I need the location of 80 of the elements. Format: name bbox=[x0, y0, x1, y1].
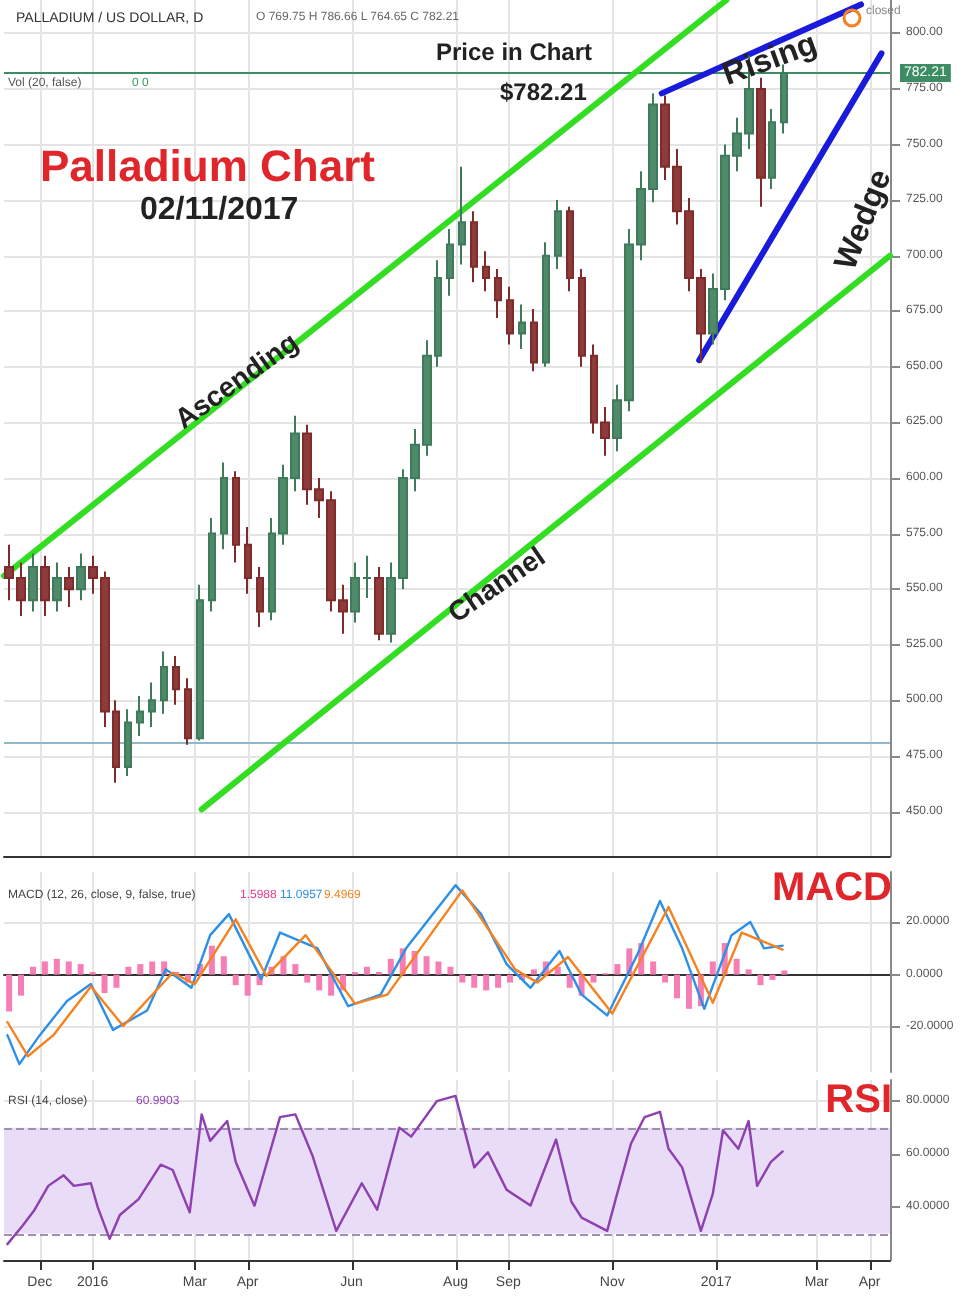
bar bbox=[685, 974, 692, 1009]
candlestick bbox=[232, 470, 240, 564]
bar bbox=[566, 974, 573, 988]
bar bbox=[304, 974, 311, 983]
line-series bbox=[6, 1094, 784, 1246]
bar bbox=[435, 961, 442, 975]
candlestick bbox=[196, 583, 204, 742]
candlestick bbox=[530, 308, 538, 373]
candlestick bbox=[124, 708, 132, 777]
text: 02/11/2017 bbox=[140, 193, 299, 227]
bar bbox=[614, 964, 621, 975]
bar bbox=[471, 974, 478, 988]
bar bbox=[292, 964, 299, 975]
candlestick bbox=[494, 268, 502, 319]
bar bbox=[554, 966, 561, 975]
bar bbox=[77, 964, 84, 975]
chart-title: MACD bbox=[772, 866, 892, 910]
candlestick bbox=[52, 561, 62, 613]
annotation: Rising bbox=[718, 27, 822, 93]
bar bbox=[650, 961, 657, 975]
bar bbox=[459, 974, 466, 983]
bar bbox=[125, 966, 132, 975]
candlestick bbox=[28, 552, 38, 613]
bar bbox=[674, 974, 681, 999]
bar bbox=[709, 961, 716, 975]
candlestick bbox=[172, 654, 180, 706]
candlestick bbox=[64, 565, 74, 608]
candlestick bbox=[482, 250, 490, 293]
bar bbox=[53, 958, 60, 975]
candlestick bbox=[446, 228, 454, 297]
bar bbox=[29, 966, 36, 975]
candlestick bbox=[256, 565, 264, 628]
candlestick bbox=[566, 205, 574, 293]
bar bbox=[6, 974, 13, 1012]
candlestick bbox=[374, 565, 384, 642]
candlestick bbox=[768, 107, 776, 190]
text: Palladium Chart bbox=[40, 141, 377, 191]
candlestick bbox=[506, 285, 514, 346]
bar bbox=[733, 958, 740, 975]
bar bbox=[423, 956, 430, 975]
candlestick bbox=[518, 303, 526, 351]
bar bbox=[137, 964, 144, 975]
bar bbox=[530, 969, 537, 975]
bar bbox=[232, 974, 239, 986]
bar bbox=[507, 974, 514, 983]
bar bbox=[483, 974, 490, 991]
candlestick bbox=[542, 241, 550, 368]
candlestick bbox=[244, 525, 252, 595]
bar bbox=[769, 974, 776, 980]
candlestick bbox=[40, 554, 50, 617]
bar bbox=[41, 961, 48, 975]
bar bbox=[65, 961, 72, 975]
bar bbox=[316, 974, 323, 991]
candlestick bbox=[76, 552, 86, 602]
bar bbox=[757, 974, 764, 986]
bar bbox=[745, 969, 752, 975]
bar bbox=[244, 974, 251, 996]
bar bbox=[18, 974, 25, 996]
bar bbox=[363, 966, 370, 975]
candlestick bbox=[148, 681, 156, 729]
bar bbox=[495, 974, 502, 988]
candlestick bbox=[184, 677, 192, 746]
candlestick bbox=[136, 694, 144, 737]
annotation: Price in Chart bbox=[436, 38, 593, 66]
candlestick bbox=[208, 517, 216, 613]
bar bbox=[113, 974, 120, 988]
bar bbox=[590, 974, 597, 983]
bar bbox=[662, 974, 669, 983]
bar bbox=[220, 956, 227, 975]
candlestick bbox=[554, 199, 562, 271]
bar bbox=[101, 974, 108, 994]
candlestick bbox=[458, 165, 466, 266]
chart-title: RSI bbox=[825, 1078, 892, 1122]
candlestick bbox=[220, 461, 228, 551]
candlestick bbox=[470, 210, 478, 284]
bar bbox=[149, 961, 156, 975]
bar bbox=[447, 966, 454, 975]
candlestick bbox=[160, 650, 168, 715]
annotation: $782.21 bbox=[500, 78, 588, 106]
candlestick bbox=[578, 268, 586, 368]
